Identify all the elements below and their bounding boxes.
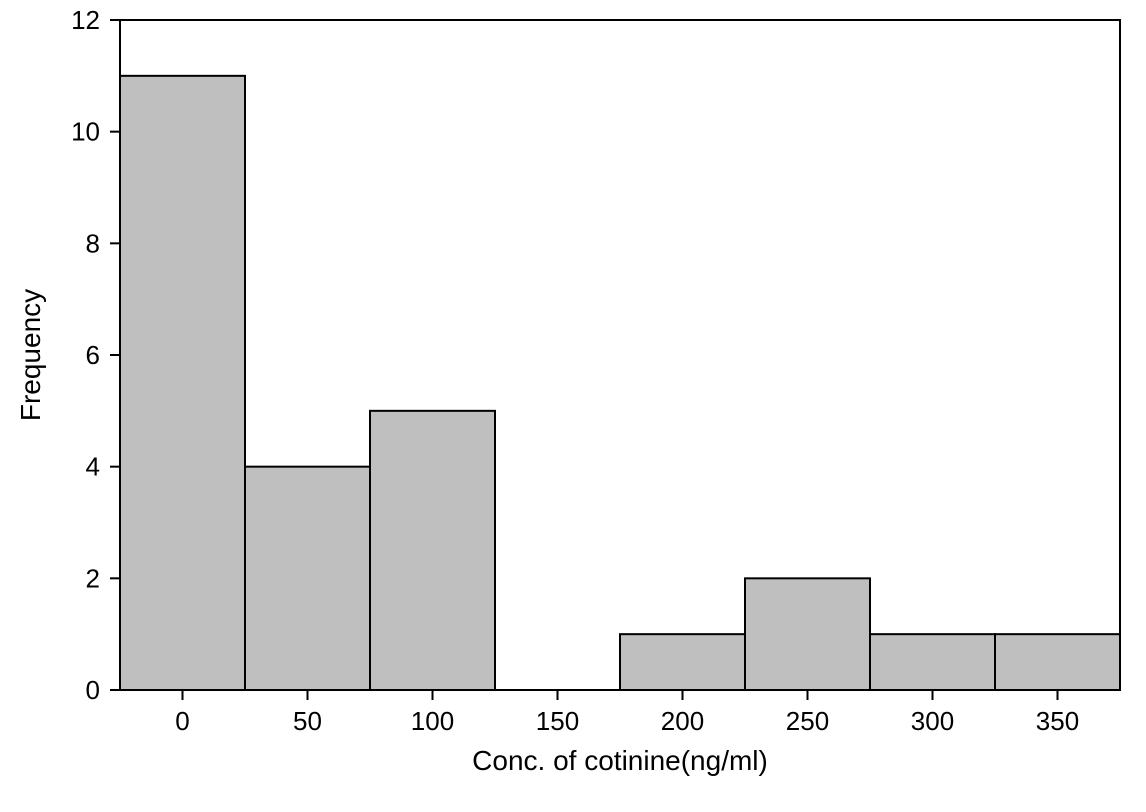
chart-svg: 0 50 100 150 200 250 300 350 0 2 4 6 8 10 12 Conc. of c… bbox=[0, 0, 1146, 812]
y-tick-label: 4 bbox=[86, 452, 100, 482]
x-tick-label: 250 bbox=[786, 706, 829, 736]
x-tick-label: 300 bbox=[911, 706, 954, 736]
y-tick-label: 0 bbox=[86, 675, 100, 705]
histogram-bar bbox=[995, 634, 1120, 690]
y-tick-label: 12 bbox=[71, 5, 100, 35]
y-tick-label: 10 bbox=[71, 117, 100, 147]
histogram-bar bbox=[370, 411, 495, 690]
histogram-bar bbox=[870, 634, 995, 690]
y-tick-label: 2 bbox=[86, 563, 100, 593]
histogram-chart: 0 50 100 150 200 250 300 350 0 2 4 6 8 10 12 Conc. of c… bbox=[0, 0, 1146, 812]
histogram-bar bbox=[245, 467, 370, 690]
y-tick-label: 8 bbox=[86, 228, 100, 258]
x-tick-label: 100 bbox=[411, 706, 454, 736]
histogram-bar bbox=[745, 578, 870, 690]
histogram-bar bbox=[120, 76, 245, 690]
y-tick-label: 6 bbox=[86, 340, 100, 370]
y-axis-label: Frequency bbox=[15, 289, 46, 421]
x-axis-label: Conc. of cotinine(ng/ml) bbox=[472, 745, 768, 776]
x-tick-label: 150 bbox=[536, 706, 579, 736]
x-tick-label: 0 bbox=[175, 706, 189, 736]
x-tick-label: 200 bbox=[661, 706, 704, 736]
x-tick-label: 350 bbox=[1036, 706, 1079, 736]
x-tick-label: 50 bbox=[293, 706, 322, 736]
histogram-bar bbox=[620, 634, 745, 690]
